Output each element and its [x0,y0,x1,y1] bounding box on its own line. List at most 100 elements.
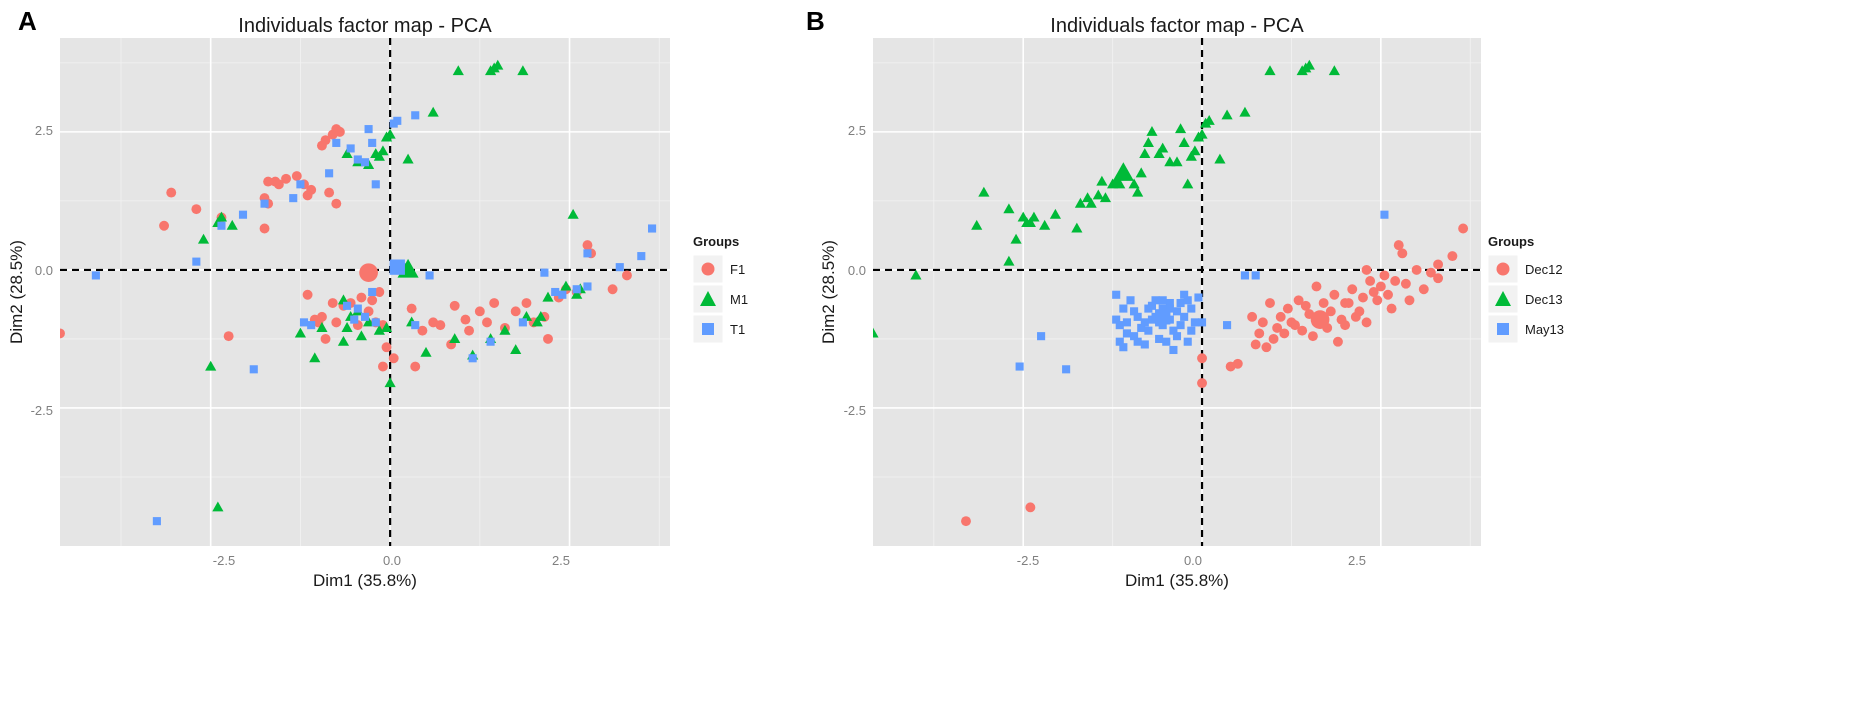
data-point [1425,267,1436,278]
data-point [1037,332,1046,341]
data-point [1214,153,1226,164]
legend-key-circle-icon [1496,262,1510,276]
data-point [384,128,396,139]
data-point [296,180,305,189]
data-point [560,280,572,291]
group-centroid [359,263,378,283]
data-point [307,321,316,330]
chart-title-a: Individuals factor map - PCA [238,15,492,37]
data-point [226,219,238,230]
panel-b: B Individuals factor map - PCA -2.5 0.0 … [806,6,1564,590]
data-point [320,333,331,344]
data-point [1197,378,1207,389]
data-point [1328,65,1340,76]
x-tick-label: 2.5 [1348,553,1366,568]
data-point [152,517,161,526]
data-point [306,184,317,195]
data-point [1303,59,1315,70]
data-point [368,138,377,147]
data-point [572,285,581,294]
data-point [1171,156,1183,167]
data-point [343,301,352,310]
data-point [543,333,553,344]
data-point [449,300,460,311]
data-point [360,312,370,321]
data-point [411,111,420,120]
data-point [1133,337,1142,346]
legend-key-square-icon [702,323,714,335]
legend-label-a: T1 [730,322,745,337]
data-point [1119,304,1128,313]
data-point [1254,328,1265,339]
legend-title-a: Groups [693,234,739,249]
data-point [1293,295,1304,306]
data-point [1049,208,1061,219]
data-point [346,144,355,153]
data-point [1092,189,1104,200]
data-point [1361,264,1372,275]
data-point [320,135,331,146]
data-point [334,126,345,137]
data-point [1354,306,1365,317]
data-point [1039,219,1051,230]
data-point [1332,336,1343,347]
data-point [402,153,414,164]
centroids-b [1112,162,1330,329]
data-point [1178,137,1190,147]
data-point [1325,306,1336,317]
data-point [212,501,224,512]
data-point [388,353,399,364]
data-point [531,316,543,327]
data-point [1393,240,1404,251]
data-point [1250,339,1261,350]
data-point [368,287,377,297]
data-point [1251,271,1260,280]
data-point [1411,264,1422,275]
legend-label-a: F1 [730,262,745,277]
data-point [1197,318,1207,327]
data-point [291,171,302,181]
data-point [1197,353,1207,364]
panel-letter-a: A [18,6,37,36]
data-point [1447,251,1458,262]
data-point [1114,178,1126,189]
data-point [1433,259,1444,270]
data-point [961,516,971,527]
data-point [1112,290,1121,299]
data-point [1183,337,1192,346]
data-point [583,282,592,291]
data-point [393,116,402,125]
data-point [1119,343,1128,352]
data-point [1203,114,1215,125]
centroids-a [359,258,419,283]
data-point [621,270,632,281]
data-point [1165,298,1174,308]
data-point [1158,296,1167,305]
data-point [1404,295,1415,306]
data-point [1264,65,1276,76]
data-point [1172,332,1182,341]
data-point [159,220,170,231]
data-point [607,284,618,295]
y-tick-label: 0.0 [848,263,866,278]
data-point [551,287,560,297]
data-point [971,219,983,230]
data-point [1187,304,1196,313]
data-point [1169,345,1178,355]
data-point [1130,307,1139,316]
y-tick-label: 2.5 [848,123,866,138]
data-point [1365,276,1376,286]
data-point [1137,323,1146,332]
data-point [558,290,567,299]
data-point [1176,321,1185,330]
data-point [1187,326,1196,335]
data-point [420,346,432,357]
x-tick-label: -2.5 [213,553,235,568]
data-point [299,318,309,327]
data-point [510,344,522,355]
data-point [1379,270,1390,281]
data-point [1115,337,1124,346]
data-point [373,324,385,335]
data-point [1140,340,1149,349]
